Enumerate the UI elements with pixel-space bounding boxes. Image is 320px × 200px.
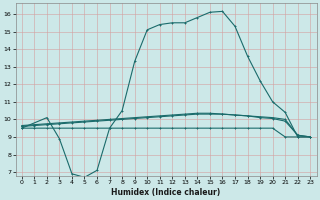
X-axis label: Humidex (Indice chaleur): Humidex (Indice chaleur) [111, 188, 221, 197]
